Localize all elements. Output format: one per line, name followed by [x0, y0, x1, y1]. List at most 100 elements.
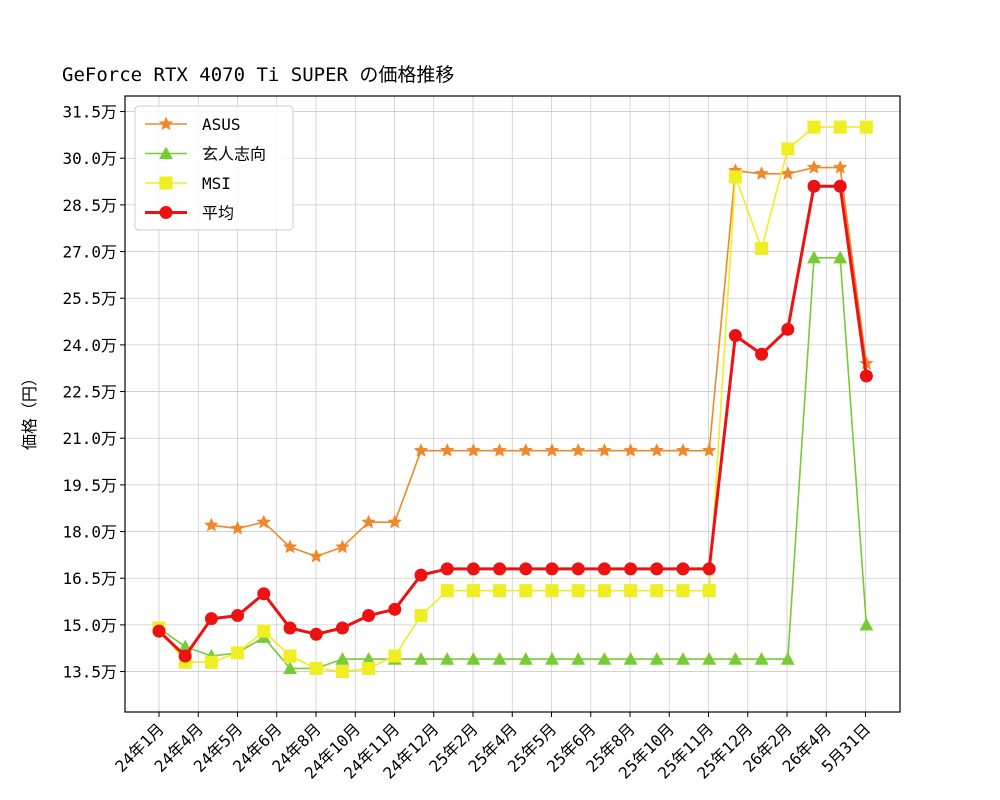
data-point-circle: [650, 562, 664, 576]
y-tick-label: 13.5万: [62, 663, 117, 682]
data-point-triangle: [492, 652, 507, 665]
data-point-star: [780, 166, 796, 180]
data-point-square: [545, 584, 559, 598]
data-point-square: [833, 120, 847, 134]
data-point-circle: [755, 347, 769, 361]
data-point-circle: [231, 609, 245, 623]
data-point-triangle: [597, 652, 612, 665]
y-tick-label: 19.5万: [62, 476, 117, 495]
y-axis-label: 価格（円）: [20, 370, 39, 450]
data-point-circle: [335, 621, 349, 635]
data-point-circle: [493, 562, 507, 576]
data-point-star: [256, 514, 272, 529]
data-point-star: [158, 116, 174, 131]
data-point-star: [649, 443, 665, 457]
y-tick-label: 18.0万: [62, 523, 117, 542]
data-point-triangle: [518, 652, 533, 665]
data-point-triangle: [159, 146, 173, 160]
data-point-star: [754, 166, 769, 180]
data-point-circle: [362, 609, 376, 623]
data-point-star: [413, 443, 429, 457]
data-point-triangle: [702, 652, 717, 665]
data-point-square: [728, 170, 742, 184]
y-tick-label: 28.5万: [62, 196, 117, 215]
data-point-star: [597, 443, 612, 457]
data-point-circle: [545, 562, 559, 576]
data-point-square: [571, 584, 585, 598]
data-point-square: [283, 649, 297, 663]
data-point-triangle: [571, 652, 586, 665]
legend-box: [134, 105, 294, 231]
data-point-circle: [178, 649, 192, 663]
data-point-star: [570, 443, 586, 457]
data-point-circle: [859, 369, 873, 383]
data-point-square: [362, 661, 376, 675]
data-point-square: [335, 665, 349, 679]
series-line: [158, 256, 868, 670]
data-point-triangle: [335, 652, 350, 665]
data-point-triangle: [466, 652, 481, 665]
data-point-triangle: [754, 652, 769, 665]
data-point-square: [650, 584, 664, 598]
data-point-triangle: [649, 652, 664, 665]
data-point-circle: [597, 562, 611, 576]
data-point-star: [439, 443, 455, 457]
data-point-star: [230, 520, 245, 535]
data-point-circle: [466, 562, 480, 576]
data-point-triangle: [859, 617, 874, 631]
data-point-star: [806, 159, 822, 174]
data-point-triangle: [807, 250, 821, 264]
data-point-triangle: [833, 250, 848, 264]
data-point-star: [492, 443, 507, 457]
data-point-square: [204, 655, 218, 669]
series-star: [204, 159, 874, 563]
data-point-star: [282, 539, 298, 554]
data-point-square: [159, 176, 173, 190]
data-point-square: [466, 584, 480, 598]
data-point-triangle: [728, 652, 743, 665]
data-point-circle: [728, 329, 742, 343]
series-group: [152, 120, 874, 679]
data-point-circle: [309, 627, 323, 641]
data-point-triangle: [676, 652, 690, 665]
y-tick-label: 21.0万: [62, 429, 117, 448]
data-point-circle: [388, 602, 402, 616]
data-point-star: [361, 514, 376, 529]
data-point-circle: [204, 612, 218, 626]
data-point-star: [466, 443, 481, 457]
legend-label: ASUS: [202, 115, 241, 134]
data-point-circle: [571, 562, 585, 576]
data-point-star: [335, 539, 350, 554]
data-point-square: [755, 241, 769, 255]
data-point-triangle: [623, 652, 638, 665]
data-point-square: [231, 646, 245, 660]
data-point-circle: [257, 587, 271, 601]
data-point-star: [518, 443, 534, 457]
data-point-circle: [519, 562, 533, 576]
data-point-triangle: [283, 661, 297, 675]
data-point-circle: [283, 621, 297, 635]
data-point-star: [308, 548, 324, 563]
y-tick-label: 24.0万: [62, 336, 117, 355]
data-point-square: [624, 584, 638, 598]
data-point-circle: [624, 562, 638, 576]
data-point-star: [623, 443, 638, 457]
data-point-square: [440, 584, 454, 598]
data-point-star: [701, 443, 717, 457]
y-tick-label: 15.0万: [62, 616, 117, 635]
legend-label: 玄人志向: [202, 145, 266, 164]
y-tick-label: 16.5万: [62, 569, 117, 588]
data-point-circle: [676, 562, 690, 576]
y-tick-label: 22.5万: [62, 383, 117, 402]
chart-title: GeForce RTX 4070 Ti SUPER の価格推移: [62, 64, 454, 86]
series-line: [157, 184, 868, 658]
data-point-square: [388, 649, 402, 663]
data-point-square: [597, 584, 611, 598]
y-tick-label: 30.0万: [62, 149, 117, 168]
y-tick-label: 27.0万: [62, 243, 117, 262]
data-point-circle: [440, 562, 454, 576]
data-point-square: [702, 584, 716, 598]
data-point-triangle: [361, 652, 376, 665]
data-point-star: [204, 517, 219, 532]
